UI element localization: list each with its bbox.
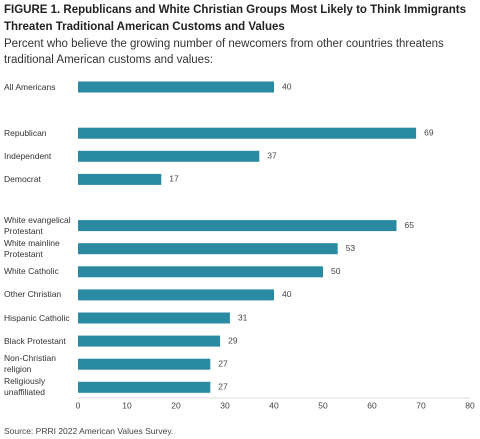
bar <box>78 173 162 185</box>
category-label: Other Christian <box>4 289 62 300</box>
bar <box>78 266 323 278</box>
value-label: 65 <box>405 220 415 230</box>
category-label: Religiously unaffiliated <box>4 376 46 398</box>
category-label: White Catholic <box>4 266 59 277</box>
category-label: All Americans <box>4 81 56 92</box>
x-tick-label: 50 <box>318 400 328 410</box>
x-tick-label: 0 <box>76 400 81 410</box>
bar <box>78 127 417 139</box>
bar <box>78 381 211 393</box>
bar <box>78 312 230 324</box>
x-tick-label: 30 <box>220 400 230 410</box>
chart-title: FIGURE 1. Republicans and White Christia… <box>4 4 466 33</box>
x-tick-label: 10 <box>122 400 132 410</box>
value-label: 69 <box>424 127 434 137</box>
value-label: 29 <box>228 335 238 345</box>
bar <box>78 81 274 93</box>
category-label: Republican <box>4 127 47 138</box>
chart-subtitle: Percent who believe the growing number o… <box>4 38 444 66</box>
value-label: 27 <box>218 382 228 392</box>
value-label: 31 <box>238 312 248 322</box>
bar <box>78 243 338 255</box>
bar <box>78 150 260 162</box>
category-label: Hispanic Catholic <box>4 312 70 323</box>
value-label: 37 <box>267 151 277 161</box>
x-tick-label: 80 <box>465 400 475 410</box>
value-label: 50 <box>331 266 341 276</box>
category-label: Independent <box>4 150 52 161</box>
value-label: 27 <box>218 358 228 368</box>
category-label: White mainline Protestant <box>4 237 60 259</box>
category-label: Democrat <box>4 173 41 184</box>
bar <box>78 220 397 232</box>
bar <box>78 335 221 347</box>
value-label: 17 <box>169 174 179 184</box>
category-label: Non-Christian religion <box>4 353 56 375</box>
x-tick-label: 20 <box>171 400 181 410</box>
x-tick-label: 70 <box>416 400 426 410</box>
bar <box>78 289 274 301</box>
value-label: 40 <box>282 289 292 299</box>
value-label: 53 <box>346 243 356 253</box>
x-tick-label: 40 <box>269 400 279 410</box>
category-label: Black Protestant <box>4 335 66 346</box>
x-tick-label: 60 <box>367 400 377 410</box>
bar <box>78 358 211 370</box>
category-label: White evangelical Protestant <box>4 214 71 236</box>
source: Source: PRRI 2022 American Values Survey… <box>4 426 174 436</box>
value-label: 40 <box>282 81 292 91</box>
